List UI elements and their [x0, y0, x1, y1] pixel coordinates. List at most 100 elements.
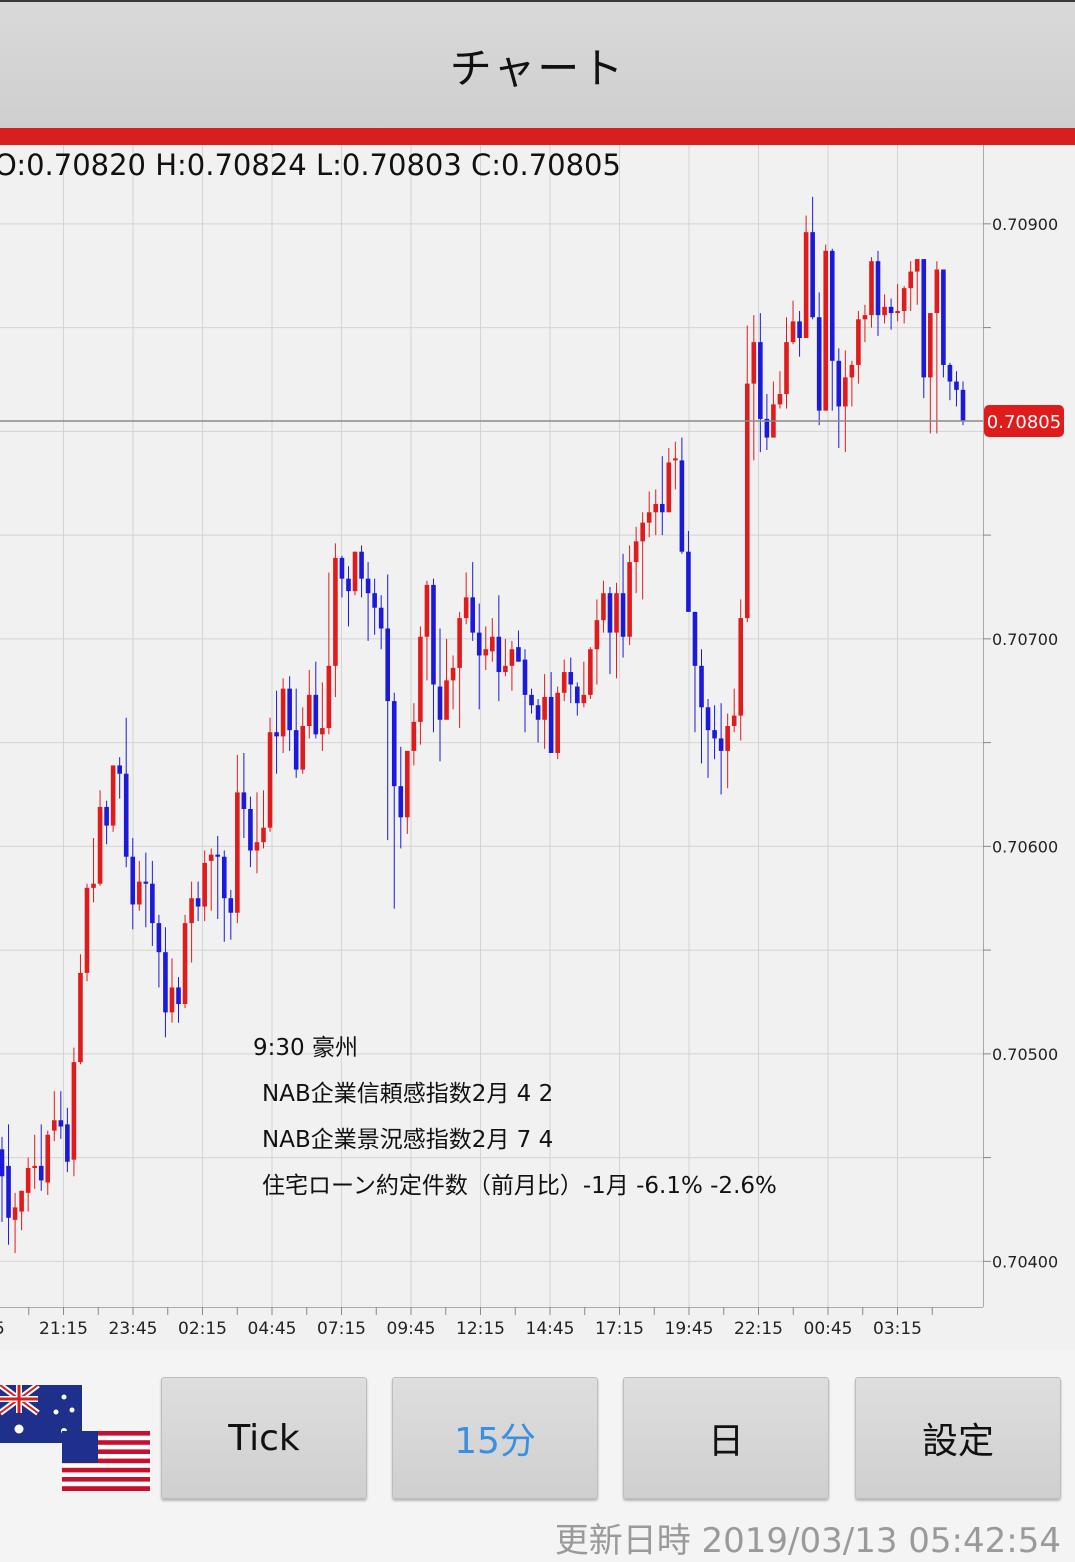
candle — [215, 835, 221, 919]
candle-body — [339, 557, 345, 579]
settings-button[interactable]: 設定 — [855, 1377, 1061, 1499]
x-tick-label: 09:45 — [387, 1319, 436, 1339]
candle — [150, 860, 155, 946]
candle-body — [882, 306, 887, 316]
candle-body — [405, 750, 410, 818]
candle-body — [856, 319, 861, 365]
candle — [176, 977, 181, 1023]
candle-body — [934, 269, 940, 314]
current-price-badge: 0.70805 — [984, 404, 1064, 437]
candle-body — [208, 854, 214, 861]
candle-body — [601, 593, 606, 621]
daily-button[interactable]: 日 — [623, 1377, 829, 1499]
candle — [300, 707, 306, 774]
candle — [470, 562, 475, 641]
candle — [208, 848, 214, 911]
candle — [385, 574, 391, 841]
candle-body — [718, 738, 724, 751]
candle-body — [954, 381, 959, 390]
candle — [45, 1130, 51, 1195]
candle — [287, 676, 292, 751]
candle — [293, 688, 299, 778]
candle-body — [25, 1167, 31, 1193]
candle — [869, 257, 874, 328]
candlestick-chart[interactable]: 0.70900 0.70700 0.70600 0.70500 0.70400 45 21:… — [0, 145, 1075, 1350]
candle-body — [542, 696, 547, 720]
candle — [797, 311, 802, 357]
candle-body — [659, 503, 665, 513]
candle — [248, 796, 253, 868]
candle-body — [248, 809, 253, 851]
candle — [816, 292, 822, 426]
candle — [463, 572, 469, 625]
candle — [117, 757, 122, 799]
candle — [777, 371, 783, 409]
candle — [921, 259, 927, 399]
candle — [627, 545, 632, 646]
candle — [843, 350, 848, 453]
candle-body — [333, 557, 338, 666]
candle-body — [914, 259, 920, 272]
15min-button[interactable]: 15分 — [392, 1377, 598, 1499]
candle — [705, 699, 711, 778]
candle-body — [921, 259, 927, 378]
candle-body — [313, 694, 319, 735]
candle-body — [797, 321, 802, 338]
candle-body — [221, 856, 227, 899]
candle — [84, 883, 90, 982]
candle — [97, 790, 103, 886]
candle — [228, 889, 234, 940]
candle-body — [777, 394, 783, 405]
candle — [574, 682, 580, 716]
x-tick-label: 04:45 — [248, 1319, 297, 1339]
candle-body — [150, 883, 155, 924]
candle — [947, 362, 953, 401]
candle — [130, 838, 136, 930]
candle — [6, 1124, 11, 1245]
candle-body — [424, 584, 430, 637]
candle — [725, 713, 730, 789]
candle — [581, 661, 587, 708]
candle — [934, 261, 940, 434]
candle — [346, 566, 351, 627]
chart-area[interactable]: 0.70900 0.70700 0.70600 0.70500 0.70400 45 21:… — [0, 145, 1075, 1350]
candle-body — [588, 649, 593, 695]
chart-grid — [0, 145, 983, 1307]
candle-body — [71, 1062, 77, 1160]
candle — [156, 914, 162, 988]
candle — [568, 657, 574, 704]
candle — [490, 618, 495, 662]
candle — [58, 1091, 64, 1139]
tick-button-label: Tick — [228, 1417, 300, 1459]
candle-body — [620, 593, 626, 637]
candle — [856, 311, 861, 384]
candle-body — [78, 972, 83, 1063]
currency-pair-flags[interactable] — [0, 1382, 152, 1495]
candle-body — [130, 856, 136, 905]
candle-body — [574, 686, 580, 704]
candle — [594, 599, 600, 685]
candle — [38, 1124, 44, 1191]
candle-body — [385, 628, 391, 702]
candle — [411, 703, 417, 766]
candle-body — [359, 551, 364, 579]
candle-body — [503, 665, 508, 673]
candle-body — [156, 923, 162, 953]
candle-body — [509, 649, 515, 666]
candle — [261, 790, 266, 849]
tick-button[interactable]: Tick — [161, 1377, 367, 1499]
candle — [686, 530, 691, 612]
candle-body — [182, 923, 188, 1005]
candle-body — [738, 618, 744, 716]
candle-body — [104, 806, 109, 826]
candle-body — [908, 271, 914, 289]
candle — [731, 688, 737, 733]
candle — [738, 599, 744, 741]
candle — [823, 244, 829, 411]
candle — [496, 595, 502, 702]
candle — [221, 850, 227, 942]
candle — [444, 638, 449, 720]
candle-body — [450, 667, 456, 681]
x-tick-label: 07:15 — [317, 1319, 366, 1339]
y-tick-label: 0.70900 — [992, 215, 1058, 234]
